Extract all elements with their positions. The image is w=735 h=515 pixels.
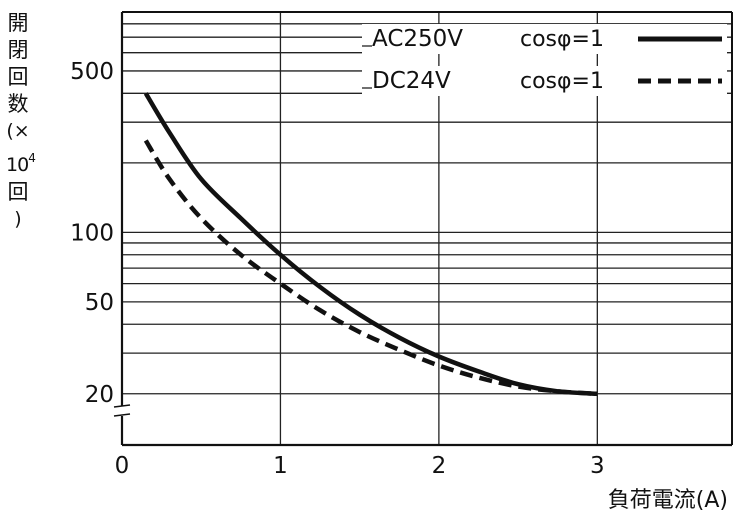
axis-break-mark — [113, 404, 131, 408]
y-label-char: 回 — [7, 65, 29, 89]
ac250v-curve — [143, 92, 598, 397]
y-label-base: 10 — [6, 154, 29, 176]
y-label-char: 閉 — [7, 38, 29, 62]
x-tick-label: 2 — [432, 453, 447, 479]
y-label-exponent: 4 — [28, 151, 36, 165]
x-tick-label: 0 — [115, 453, 130, 479]
x-axis-label: 負荷電流(A) — [608, 488, 728, 513]
y-axis-label: 開 閉 回 数 (× 104 回 ) — [6, 10, 36, 233]
legend-condition-label: cosφ=1 — [520, 27, 604, 52]
y-label-char: ) — [14, 208, 22, 230]
legend-series-label: AC250V — [372, 26, 463, 52]
x-tick-label: 1 — [273, 453, 288, 479]
y-label-power: 104 — [6, 145, 36, 179]
legend-condition-label: cosφ=1 — [520, 69, 604, 94]
y-tick-label: 20 — [85, 382, 114, 408]
y-label-char: 数 — [7, 92, 29, 116]
y-label-char: (× — [6, 120, 30, 142]
axis-break-mark — [113, 413, 131, 417]
y-tick-label: 50 — [85, 290, 114, 316]
y-label-char: 開 — [7, 11, 29, 35]
legend-series-label: DC24V — [372, 68, 451, 94]
y-tick-label: 100 — [70, 220, 114, 246]
dc24v-curve — [143, 139, 598, 397]
y-tick-label: 500 — [70, 59, 114, 85]
y-label-char: 回 — [7, 180, 29, 204]
axis-break-gap — [114, 406, 130, 416]
x-tick-label: 3 — [590, 453, 605, 479]
